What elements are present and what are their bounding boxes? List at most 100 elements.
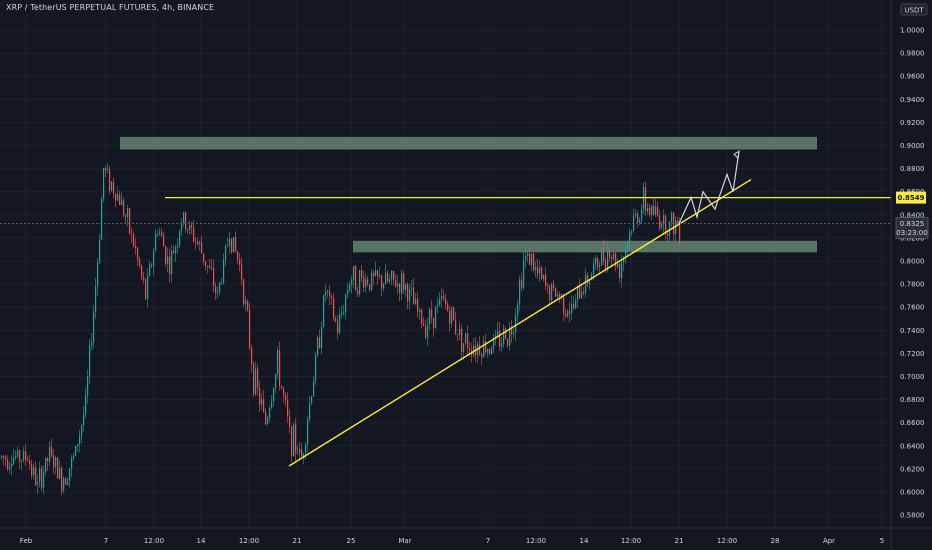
candle <box>413 287 415 305</box>
candle <box>377 270 379 277</box>
time-label: 12:00 <box>621 537 641 545</box>
candle <box>639 220 641 223</box>
price-label: 0.6400 <box>900 442 925 450</box>
candle <box>537 267 539 274</box>
candle <box>503 328 505 344</box>
candle <box>519 279 521 305</box>
candle <box>479 344 481 355</box>
time-scale[interactable]: Feb 7 12:00 14 12:00 21 25 Mar 7 12:00 14 12:00 21 12… <box>0 527 932 545</box>
candle <box>225 246 227 260</box>
candle <box>675 220 677 235</box>
candle <box>443 296 445 299</box>
candle <box>525 256 527 260</box>
candle <box>271 401 273 408</box>
candle <box>97 262 99 287</box>
candle <box>379 275 381 277</box>
candle <box>95 286 97 313</box>
candle <box>219 282 221 292</box>
candle <box>669 221 671 236</box>
candle <box>543 275 545 280</box>
candle <box>553 284 555 288</box>
candle <box>499 330 501 347</box>
currency-badge[interactable] <box>900 3 928 16</box>
candle <box>507 339 509 346</box>
candle <box>481 354 483 358</box>
candle <box>173 250 175 254</box>
candle <box>555 287 557 297</box>
candle <box>267 417 269 425</box>
candle <box>357 290 359 295</box>
candle <box>157 233 159 235</box>
candle <box>347 290 349 295</box>
candle <box>211 267 213 269</box>
candle <box>181 223 183 231</box>
candle <box>223 259 225 283</box>
candle <box>161 232 163 236</box>
candle <box>277 350 279 375</box>
candle <box>35 467 37 485</box>
candle <box>111 181 113 191</box>
candle <box>501 343 503 347</box>
candle <box>235 236 237 252</box>
candle <box>453 307 455 321</box>
candle <box>327 290 329 292</box>
candle <box>325 291 327 296</box>
candle <box>121 200 123 206</box>
candle <box>351 280 353 285</box>
candle <box>199 242 201 245</box>
candle <box>187 229 189 231</box>
candle <box>209 265 211 269</box>
candle <box>399 283 401 293</box>
candle <box>349 284 351 291</box>
candle <box>133 234 135 247</box>
candle <box>383 284 385 289</box>
candle <box>343 312 345 314</box>
candle <box>427 324 429 338</box>
candle <box>117 194 119 201</box>
candle <box>49 446 51 462</box>
candle <box>421 309 423 324</box>
candle <box>279 350 281 386</box>
candle <box>573 303 575 309</box>
candle <box>55 457 57 467</box>
price-label: 0.7200 <box>900 350 925 358</box>
price-label: 0.8000 <box>900 258 925 266</box>
price-label: 0.6200 <box>900 465 925 473</box>
candle <box>175 247 177 254</box>
candle <box>299 449 301 454</box>
candle <box>365 279 367 288</box>
candle <box>275 374 277 388</box>
price-scale[interactable]: 1.0000 0.9800 0.9600 0.9400 0.9200 0.9000 0.88… <box>890 0 929 550</box>
candle <box>571 303 573 314</box>
candle <box>659 215 661 228</box>
time-label: 7 <box>104 537 108 545</box>
candle <box>373 272 375 276</box>
candle <box>671 212 673 222</box>
candle <box>465 333 467 344</box>
candle <box>423 323 425 327</box>
candle <box>41 468 43 488</box>
candle <box>75 446 77 456</box>
price-label: 0.7600 <box>900 304 925 312</box>
candle <box>629 232 631 242</box>
candle <box>77 444 79 447</box>
candle <box>101 198 103 240</box>
candle <box>9 466 11 469</box>
candle <box>631 230 633 233</box>
candle <box>541 267 543 280</box>
candle <box>273 387 275 402</box>
support-zone <box>353 240 817 253</box>
candle <box>449 310 451 324</box>
candle <box>625 249 627 258</box>
price-label: 0.9600 <box>900 73 925 81</box>
candle <box>59 468 61 479</box>
candle <box>113 181 115 194</box>
ascending-trendline[interactable] <box>288 178 752 467</box>
candle <box>151 264 153 267</box>
currency-badge-label: USDT <box>904 7 924 15</box>
countdown-label: 03:23:00 <box>896 229 927 237</box>
projection-path[interactable] <box>678 151 740 224</box>
candle <box>335 318 337 322</box>
candle <box>601 247 603 266</box>
